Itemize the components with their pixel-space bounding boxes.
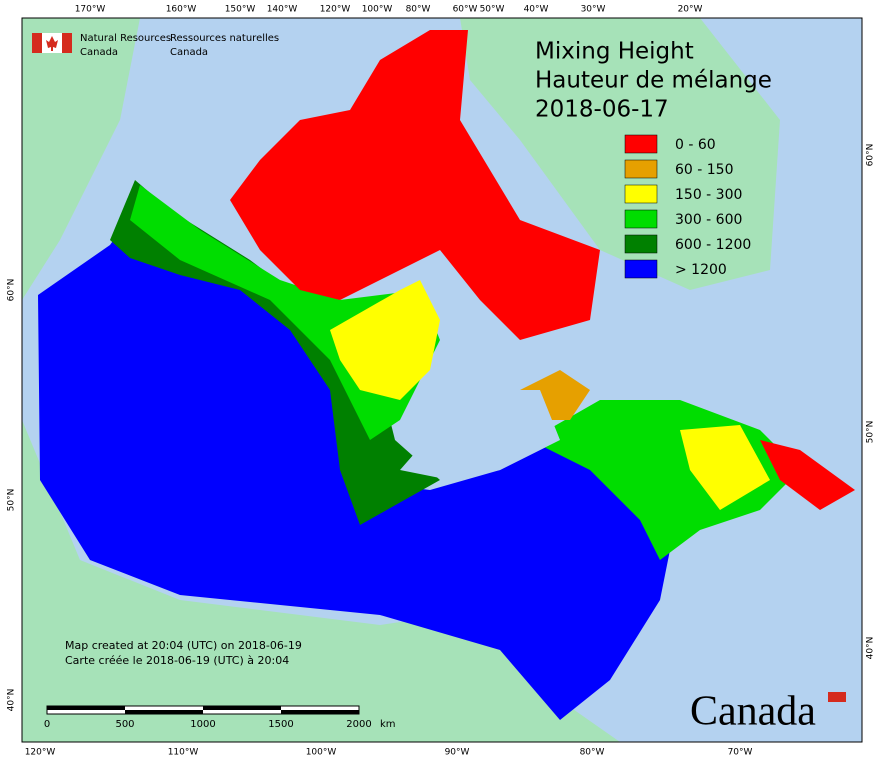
scale-tick-label: 2000	[346, 719, 371, 730]
legend-label: 0 - 60	[675, 137, 716, 153]
scale-unit: km	[380, 719, 396, 730]
longitude-label: 120°W	[25, 748, 56, 758]
longitude-label: 140°W	[267, 5, 298, 15]
longitude-label: 80°W	[580, 748, 605, 758]
scale-bar	[46, 705, 360, 715]
longitude-label: 60°W	[453, 5, 478, 15]
latitude-label: 60°N	[866, 144, 876, 167]
legend-swatch	[624, 134, 658, 154]
legend-label: 600 - 1200	[675, 237, 751, 253]
legend-label: 300 - 600	[675, 212, 742, 228]
latitude-label: 60°N	[7, 279, 17, 302]
map-title: Mixing Height	[535, 39, 694, 65]
zone-yellow	[330, 280, 440, 400]
scale-tick-label: 1500	[268, 719, 293, 730]
longitude-label: 30°W	[581, 5, 606, 15]
map-title: Hauteur de mélange	[535, 68, 772, 94]
agency-name: Ressources naturelles	[170, 33, 279, 44]
wordmark: Canada	[690, 689, 816, 735]
legend-label: > 1200	[675, 262, 727, 278]
scale-tick-label: 500	[115, 719, 134, 730]
legend-swatch	[624, 209, 658, 229]
longitude-label: 150°W	[225, 5, 256, 15]
hudson-bay	[400, 390, 560, 480]
longitude-label: 100°W	[362, 5, 393, 15]
latitude-label: 40°N	[866, 637, 876, 660]
credit-line: Carte créée le 2018-06-19 (UTC) à 20:04	[65, 654, 289, 667]
wordmark-flag	[828, 692, 846, 702]
longitude-label: 170°W	[75, 5, 106, 15]
zone-east-yellow	[680, 425, 770, 510]
longitude-label: 80°W	[406, 5, 431, 15]
longitude-label: 50°W	[480, 5, 505, 15]
greenland	[460, 18, 780, 290]
zone-darkgreen	[110, 180, 440, 525]
alaska	[22, 18, 140, 300]
longitude-label: 120°W	[320, 5, 351, 15]
longitude-label: 20°W	[678, 5, 703, 15]
zone-blue	[38, 210, 680, 720]
legend-label: 150 - 300	[675, 187, 742, 203]
legend-label: 60 - 150	[675, 162, 734, 178]
longitude-label: 70°W	[728, 748, 753, 758]
longitude-label: 40°W	[524, 5, 549, 15]
credit-line: Map created at 20:04 (UTC) on 2018-06-19	[65, 639, 302, 652]
latitude-label: 40°N	[7, 689, 17, 712]
usa	[22, 420, 620, 742]
legend-swatch	[624, 159, 658, 179]
longitude-label: 160°W	[166, 5, 197, 15]
longitude-label: 100°W	[306, 748, 337, 758]
legend-swatch	[624, 259, 658, 279]
scale-tick-label: 0	[44, 719, 50, 730]
agency-name: Canada	[170, 47, 208, 58]
zone-red	[230, 30, 600, 340]
latitude-label: 50°N	[7, 489, 17, 512]
agency-name: Natural Resources	[80, 33, 171, 44]
zone-red-east	[760, 440, 855, 510]
map-title: 2018-06-17	[535, 97, 669, 123]
legend-swatch	[624, 184, 658, 204]
legend-swatch	[624, 234, 658, 254]
latitude-label: 50°N	[866, 421, 876, 444]
scale-tick-label: 1000	[190, 719, 215, 730]
flag	[32, 33, 72, 53]
agency-name: Canada	[80, 47, 118, 58]
longitude-label: 90°W	[445, 748, 470, 758]
longitude-label: 110°W	[168, 748, 199, 758]
frame	[21, 17, 863, 743]
